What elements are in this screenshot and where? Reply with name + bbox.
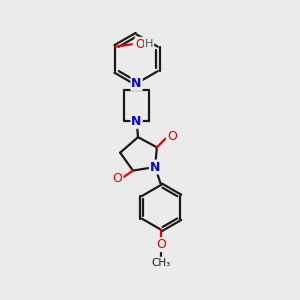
Text: O: O bbox=[136, 38, 145, 51]
Text: N: N bbox=[150, 160, 160, 173]
Text: O: O bbox=[112, 172, 122, 185]
Text: CH₃: CH₃ bbox=[152, 258, 171, 268]
Text: O: O bbox=[167, 130, 177, 143]
Text: N: N bbox=[131, 115, 142, 128]
Text: N: N bbox=[131, 77, 142, 90]
Text: O: O bbox=[156, 238, 166, 251]
Text: H: H bbox=[145, 39, 153, 49]
